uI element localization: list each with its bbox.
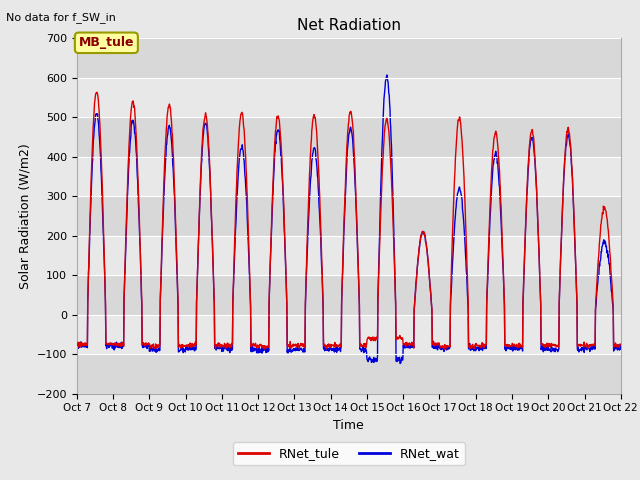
RNet_wat [434, 347, 442, 353]
Text: No data for f_SW_in: No data for f_SW_in [6, 12, 116, 23]
RNet_wat [553, 347, 561, 353]
Bar [77, 117, 621, 157]
Line: RNet_tule: RNet_tule [77, 92, 620, 349]
Bar [77, 38, 621, 78]
RNet_wat [505, 345, 513, 350]
Bar [77, 236, 621, 275]
RNet_tule [181, 343, 189, 349]
Bar [77, 275, 621, 315]
RNet_tule [553, 344, 561, 350]
Bar [77, 196, 621, 236]
Text: MB_tule: MB_tule [79, 36, 134, 49]
RNet_tule [505, 343, 513, 348]
RNet_wat [383, 72, 391, 78]
RNet_tule [616, 341, 624, 347]
RNet_tule [255, 344, 263, 350]
Bar [77, 157, 621, 196]
Bar [77, 354, 621, 394]
RNet_wat [616, 347, 624, 352]
Title: Net Radiation: Net Radiation [297, 18, 401, 33]
Bar [77, 78, 621, 117]
RNet_tule [442, 347, 449, 352]
Legend: RNet_tule, RNet_wat: RNet_tule, RNet_wat [233, 443, 465, 466]
RNet_tule [73, 339, 81, 345]
RNet_wat [396, 360, 404, 366]
RNet_tule [194, 249, 202, 255]
Bar [77, 315, 621, 354]
Y-axis label: Solar Radiation (W/m2): Solar Radiation (W/m2) [18, 143, 31, 289]
RNet_wat [255, 350, 262, 356]
Line: RNet_wat: RNet_wat [77, 75, 620, 363]
RNet_tule [433, 343, 441, 348]
RNet_wat [194, 264, 202, 269]
RNet_wat [180, 347, 188, 352]
RNet_tule [93, 89, 100, 95]
RNet_wat [73, 343, 81, 349]
X-axis label: Time: Time [333, 419, 364, 432]
